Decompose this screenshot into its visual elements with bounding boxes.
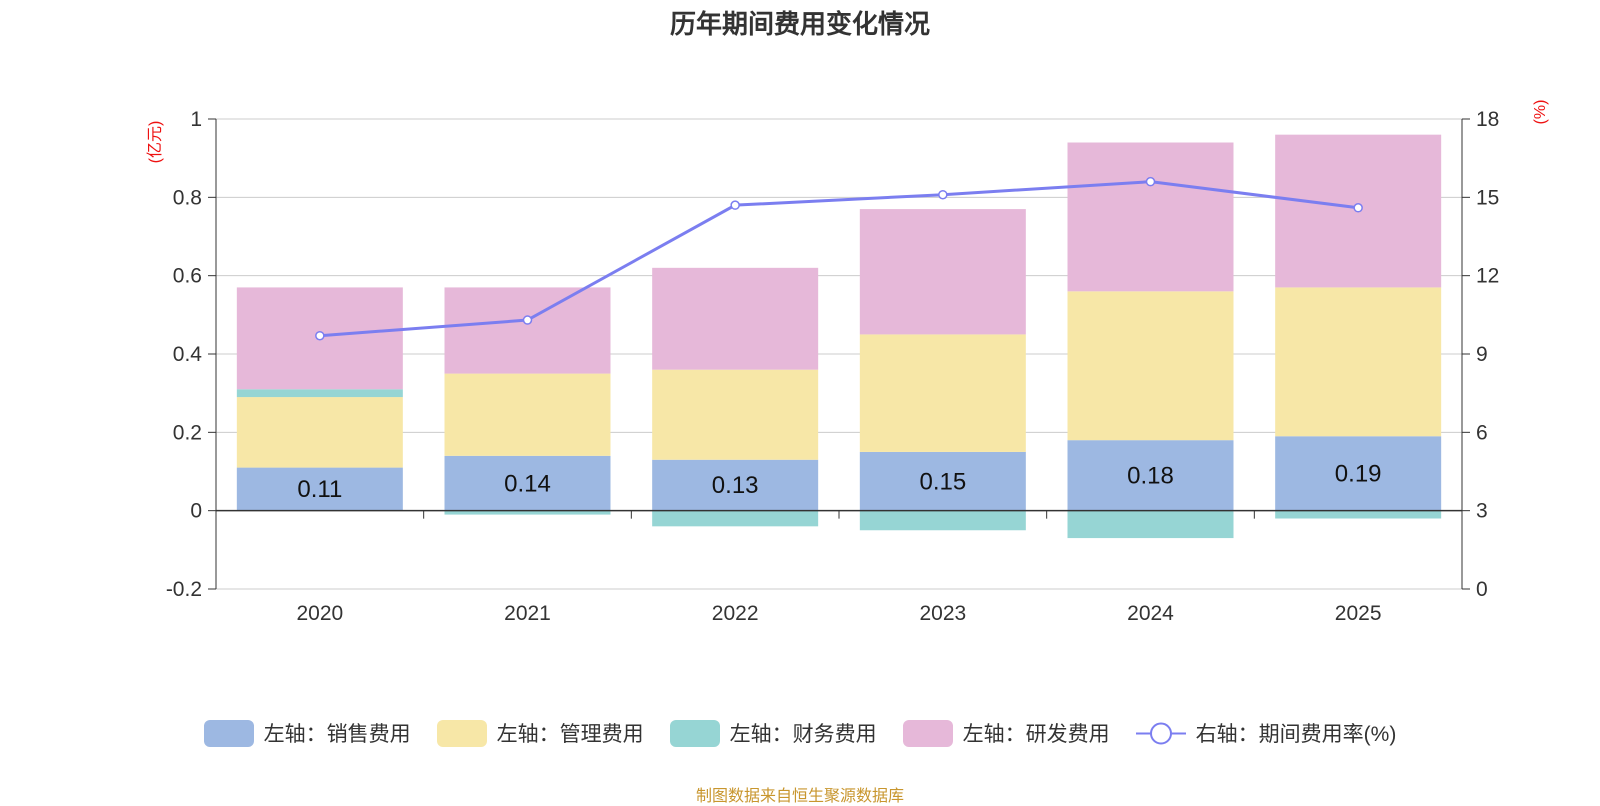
legend-item-rnd[interactable]: 左轴：研发费用 (902, 718, 1110, 748)
bar-s0-2023 (859, 451, 1026, 511)
bar-s1-2025 (1275, 287, 1442, 437)
bar-s3-2022 (652, 267, 819, 370)
rate-point-2022 (730, 200, 740, 210)
x-axis-label-2022: 2022 (712, 602, 759, 625)
bar-s0-2025 (1275, 436, 1442, 511)
legend: 左轴：销售费用 左轴：管理费用 左轴：财务费用 左轴：研发费用 右轴：期间费用率… (0, 718, 1600, 748)
data-label-2021: 0.14 (504, 470, 551, 497)
bar-s2-2021 (444, 510, 611, 515)
legend-item-rate[interactable]: 右轴：期间费用率(%) (1135, 718, 1397, 748)
legend-swatch-admin (436, 719, 487, 747)
legend-label-finance: 左轴：财务费用 (729, 723, 877, 746)
legend-item-admin[interactable]: 左轴：管理费用 (436, 718, 644, 748)
x-axis-label-2023: 2023 (919, 602, 966, 625)
legend-item-sales[interactable]: 左轴：销售费用 (203, 718, 411, 748)
data-label-2022: 0.13 (712, 472, 759, 499)
right-axis-tick-label-0: 0 (1476, 578, 1488, 601)
legend-item-finance[interactable]: 左轴：财务费用 (669, 718, 877, 748)
left-axis-tick-label-1: 0 (190, 500, 202, 523)
data-label-2020: 0.11 (297, 476, 342, 503)
data-source-note: 制图数据来自恒生聚源数据库 (695, 788, 904, 805)
left-axis-tick-label-2: 0.2 (173, 421, 202, 444)
data-label-2024: 0.18 (1127, 462, 1174, 489)
right-axis-tick-label-1: 3 (1476, 500, 1488, 523)
legend-label-rnd: 左轴：研发费用 (962, 723, 1110, 746)
legend-label-sales: 左轴：销售费用 (263, 723, 411, 746)
legend-swatch-sales (203, 719, 254, 747)
right-axis-tick-label-5: 15 (1476, 186, 1499, 209)
bar-s2-2022 (652, 510, 819, 527)
bar-s2-2020 (236, 389, 403, 398)
bar-s1-2022 (652, 369, 819, 460)
bar-s3-2024 (1067, 142, 1234, 292)
x-axis-label-2024: 2024 (1127, 602, 1174, 625)
bar-s2-2024 (1067, 510, 1234, 539)
x-axis-label-2021: 2021 (504, 602, 551, 625)
left-axis-tick-label-5: 0.8 (173, 186, 202, 209)
bar-s0-2021 (444, 455, 611, 511)
legend-swatch-finance (669, 719, 720, 747)
rate-point-2024 (1145, 176, 1156, 187)
chart-canvas: -0.2 0 0.2 0.4 0.6 0.8 1 0 3 6 9 12 15 18 (亿元) (%) 0.11 0… (146, 100, 1549, 625)
right-axis-tick-label-3: 9 (1476, 343, 1488, 366)
right-axis-tick-label-6: 18 (1476, 108, 1499, 131)
x-axis-label-2025: 2025 (1335, 602, 1382, 625)
bar-s0-2024 (1067, 440, 1234, 511)
left-axis-unit-label: (亿元) (146, 121, 164, 164)
right-axis-tick-label-2: 6 (1476, 421, 1488, 444)
bar-s0-2020 (236, 467, 403, 511)
left-axis-tick-label-6: 1 (190, 108, 202, 131)
rate-line (319, 180, 1359, 338)
rate-point-2023 (938, 189, 948, 200)
rate-point-2025 (1353, 203, 1363, 213)
x-axis-label-2020: 2020 (296, 602, 343, 625)
legend-label-admin: 左轴：管理费用 (496, 723, 644, 746)
bar-s1-2024 (1067, 291, 1234, 441)
bar-s1-2023 (859, 334, 1026, 452)
legend-label-rate: 右轴：期间费用率(%) (1195, 723, 1397, 746)
bar-s0-2022 (652, 459, 819, 511)
bar-s1-2020 (236, 397, 403, 468)
bar-s2-2023 (859, 510, 1026, 531)
rate-point-2020 (315, 330, 325, 341)
bar-s3-2021 (444, 287, 611, 374)
right-axis-unit-label: (%) (1532, 100, 1549, 125)
left-axis-tick-label-0: -0.2 (166, 578, 202, 601)
bar-s2-2025 (1275, 510, 1442, 519)
bar-s3-2023 (859, 209, 1026, 335)
right-axis-tick-label-4: 12 (1476, 265, 1499, 288)
left-axis-tick-label-3: 0.4 (173, 343, 203, 366)
rate-point-2021 (522, 315, 533, 325)
bar-s1-2021 (444, 373, 611, 456)
data-label-2025: 0.19 (1335, 460, 1382, 487)
chart-title: 历年期间费用变化情况 (669, 9, 930, 39)
legend-swatch-rate-icon (1135, 722, 1186, 744)
left-axis-tick-label-4: 0.6 (173, 265, 202, 288)
data-label-2023: 0.15 (919, 468, 966, 495)
legend-swatch-rnd (902, 719, 953, 747)
